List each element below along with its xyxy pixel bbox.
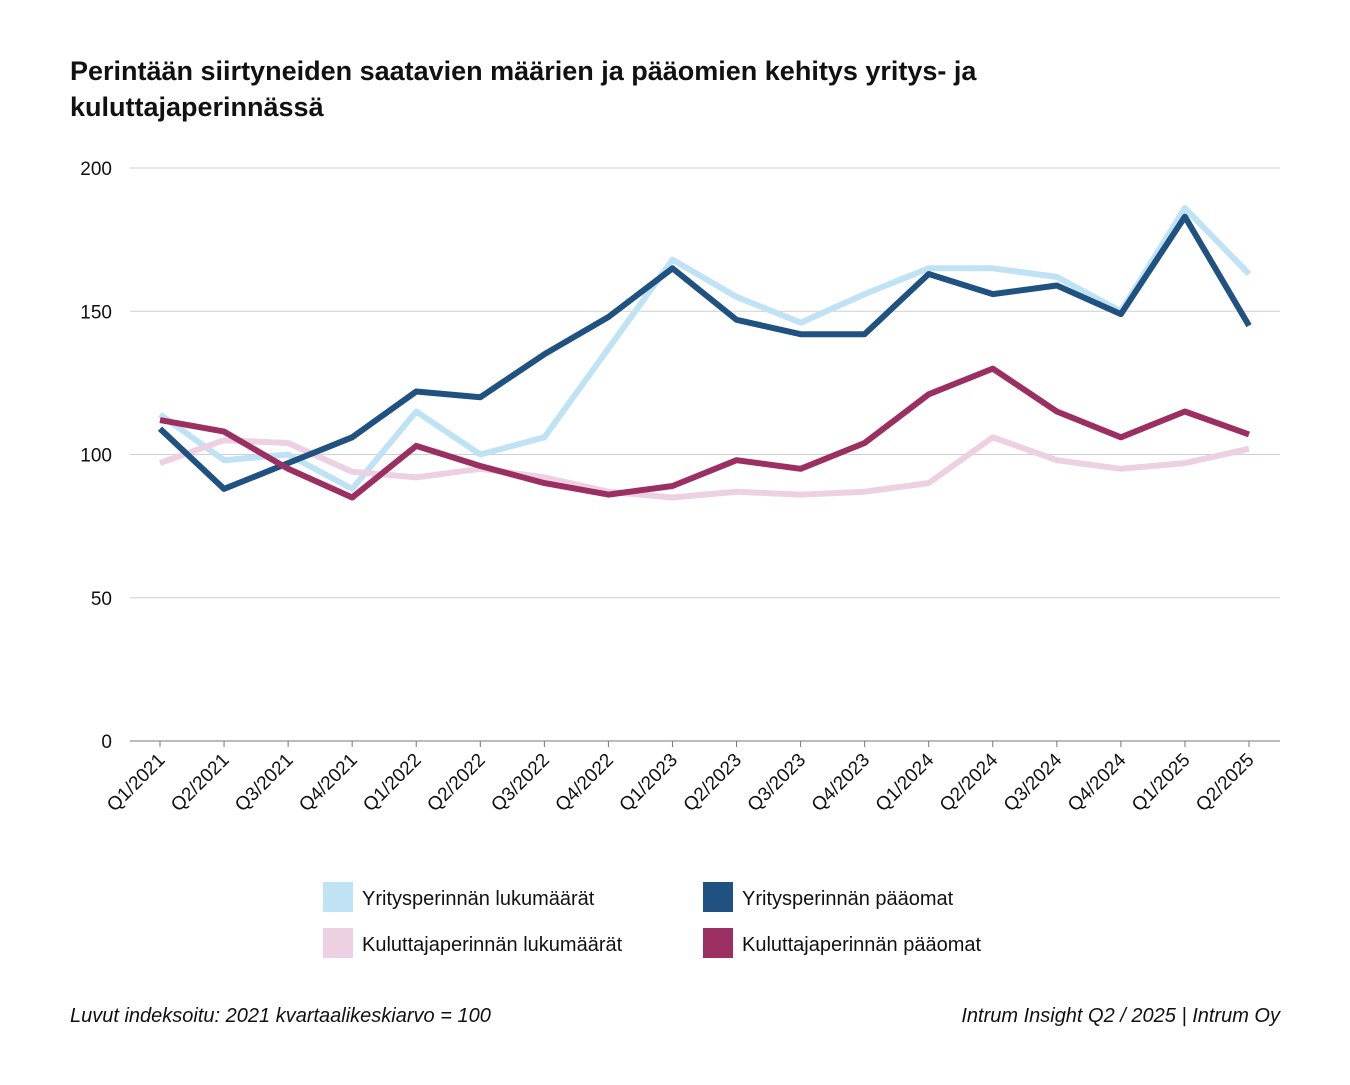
legend-label: Kuluttajaperinnän pääomat: [742, 934, 982, 956]
legend-label: Yritysperinnän lukumäärät: [362, 888, 595, 910]
x-tick-label: Q1/2022: [359, 750, 425, 816]
x-tick-label: Q3/2024: [1000, 749, 1067, 816]
x-tick-label: Q1/2021: [103, 750, 169, 816]
legend-label: Yritysperinnän pääomat: [742, 888, 954, 910]
series-line: [157, 213, 1252, 492]
legend-label: Kuluttajaperinnän lukumäärät: [362, 934, 623, 956]
legend-swatch: [323, 882, 353, 912]
x-tick-label: Q1/2024: [872, 749, 939, 816]
legend-swatch: [703, 882, 733, 912]
x-tick-label: Q1/2023: [616, 750, 682, 816]
x-tick-label: Q3/2021: [231, 750, 297, 816]
chart-title-line-1: Perintään siirtyneiden saatavien määrien…: [70, 56, 977, 86]
x-tick-label: Q2/2024: [936, 749, 1003, 816]
x-tick-label: Q4/2023: [808, 750, 874, 816]
x-tick-label: Q4/2024: [1064, 749, 1131, 816]
x-tick-label: Q4/2022: [552, 750, 618, 816]
x-tick-label: Q2/2021: [167, 750, 233, 816]
y-tick-label: 50: [91, 589, 112, 610]
series-line: [158, 434, 1250, 501]
y-tick-label: 100: [80, 446, 112, 467]
footer-note: Luvut indeksoitu: 2021 kvartaalikeskiarv…: [70, 1005, 491, 1027]
x-tick-label: Q2/2022: [423, 750, 489, 816]
x-tick-label: Q4/2021: [295, 750, 361, 816]
legend-swatch: [703, 928, 733, 958]
x-tick-label: Q2/2023: [680, 750, 746, 816]
legend-swatch: [323, 928, 353, 958]
y-tick-label: 0: [101, 732, 112, 753]
y-tick-label: 150: [80, 302, 112, 323]
x-tick-label: Q2/2025: [1192, 750, 1258, 816]
chart-title-line-2: kuluttajaperinnässä: [70, 92, 325, 122]
series-line: [159, 365, 1251, 501]
y-tick-label: 200: [80, 159, 112, 180]
series-line: [158, 205, 1252, 492]
x-tick-label: Q1/2025: [1128, 750, 1194, 816]
x-tick-label: Q3/2022: [487, 750, 553, 816]
footer-source: Intrum Insight Q2 / 2025 | Intrum Oy: [961, 1005, 1281, 1027]
x-tick-label: Q3/2023: [744, 750, 810, 816]
